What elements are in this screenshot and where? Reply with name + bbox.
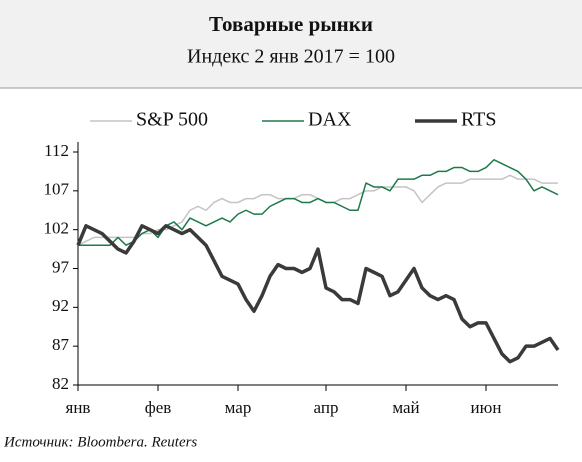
x-tick-label: фев — [145, 398, 172, 417]
x-tick-label: мар — [225, 398, 252, 417]
legend-label: RTS — [461, 109, 496, 131]
y-tick-label: 97 — [52, 257, 70, 276]
legend-label: DAX — [308, 109, 352, 131]
y-tick-label: 112 — [44, 141, 69, 160]
chart-title: Товарные рынки — [209, 12, 373, 36]
y-tick-label: 82 — [52, 374, 69, 393]
y-tick-label: 107 — [44, 180, 70, 199]
y-tick-label: 102 — [44, 219, 70, 238]
header-band — [0, 0, 582, 88]
source-note: Источник: Bloombera. Reuters — [3, 434, 197, 450]
x-tick-label: янв — [66, 398, 91, 417]
series-line — [78, 159, 559, 246]
y-tick-label: 87 — [52, 335, 70, 354]
series-line — [76, 224, 560, 364]
x-tick-label: май — [392, 398, 419, 417]
chart-subtitle: Индекс 2 янв 2017 = 100 — [187, 46, 395, 68]
legend-label: S&P 500 — [136, 109, 208, 131]
y-tick-label: 92 — [52, 296, 69, 315]
x-tick-label: июн — [471, 398, 502, 417]
series-line — [77, 174, 558, 246]
x-tick-label: апр — [314, 398, 339, 417]
